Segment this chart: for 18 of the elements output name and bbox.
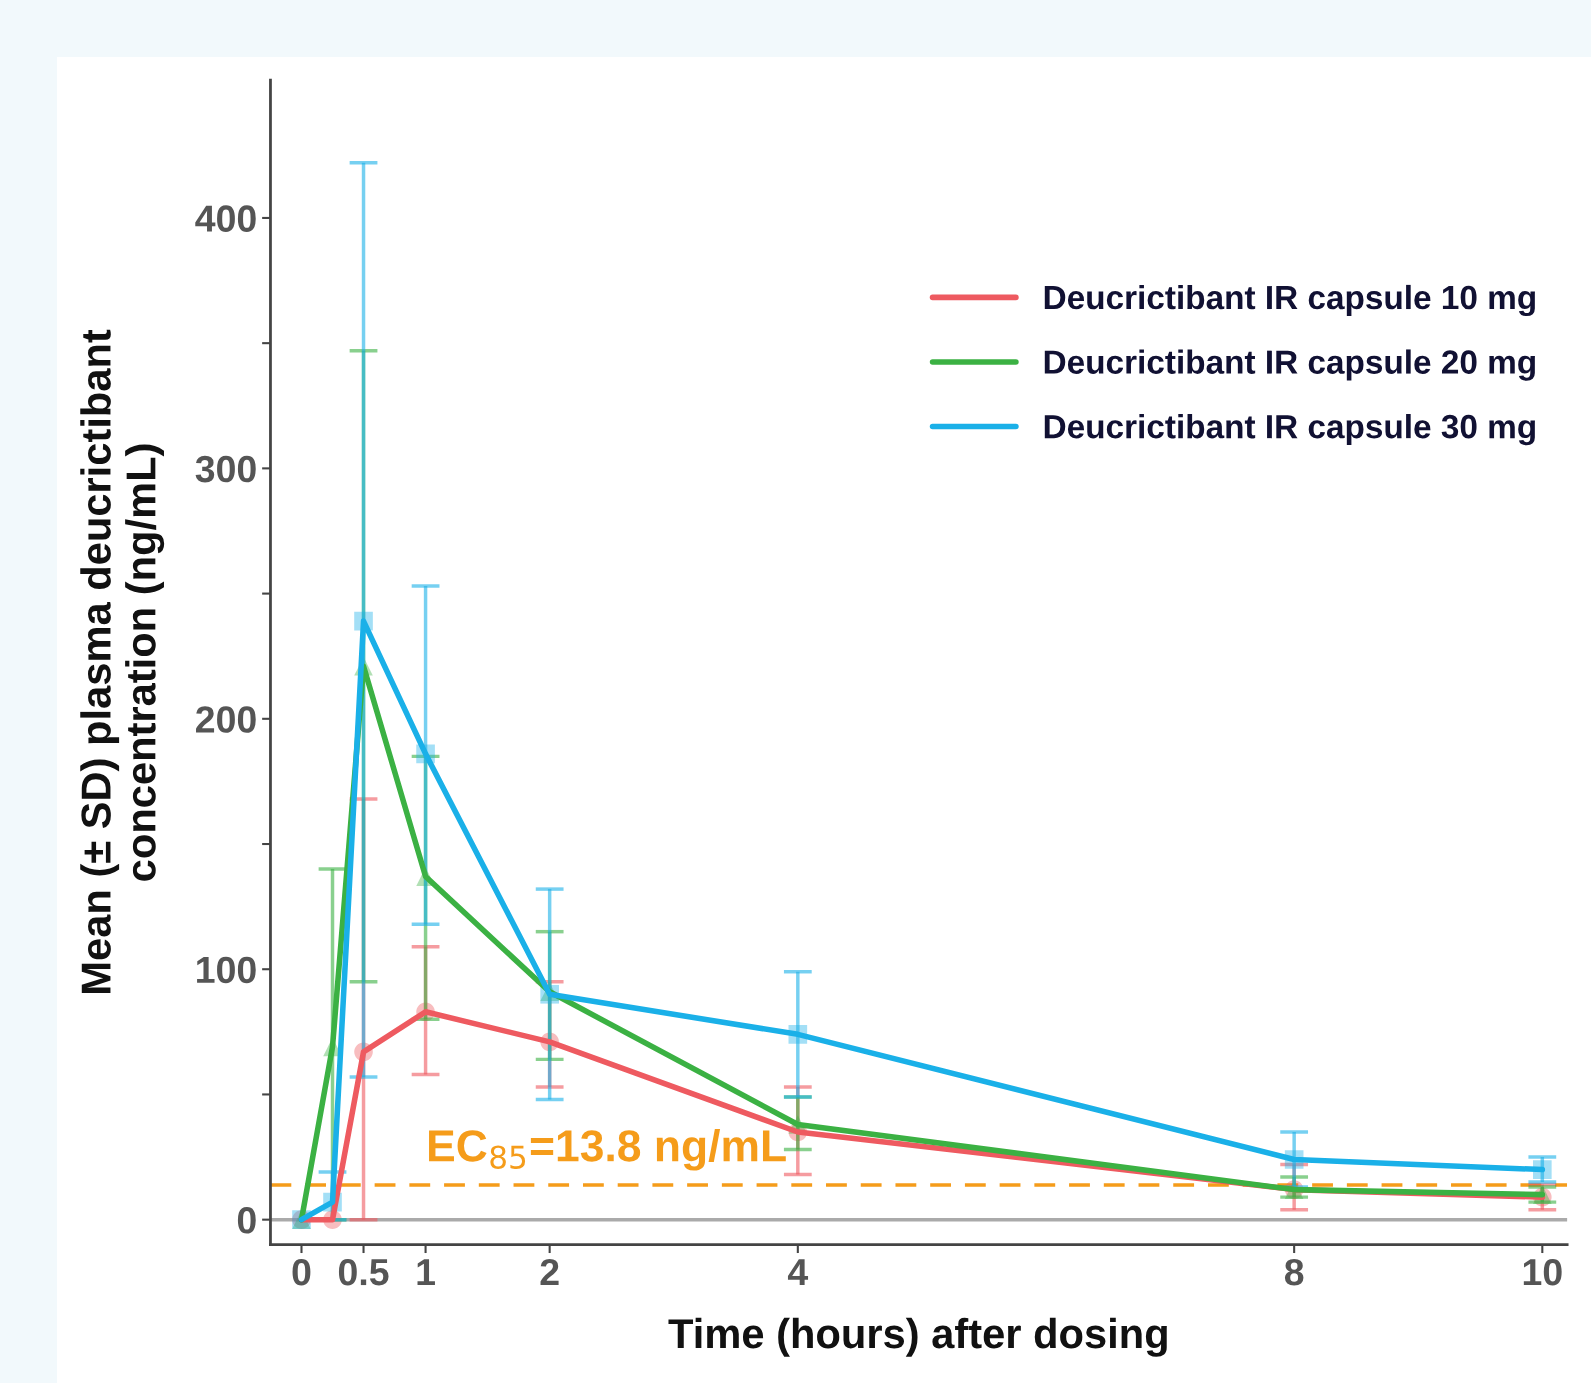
ref-line-label: EC$_{85}$=13.8 ng/mL [429, 1128, 786, 1171]
x-tick-label: 2 [540, 1258, 559, 1286]
legend-label: Deucrictibant IR capsule 30 mg [1044, 413, 1535, 446]
x-tick-label: 0.5 [338, 1258, 389, 1286]
x-tick-label: 10 [1523, 1258, 1562, 1286]
y-tick-label: 100 [197, 956, 256, 984]
x-tick-label: 1 [417, 1259, 435, 1286]
y-tick-label: 0 [237, 1207, 256, 1234]
x-tick-label: 8 [1284, 1258, 1304, 1286]
legend-label: Deucrictibant IR capsule 10 mg [1044, 284, 1535, 317]
x-axis-title: Time (hours) after dosing [668, 1317, 1167, 1357]
y-axis-title: Mean (± SD) plasma deucrictibant concentration (ng/mL) [80, 329, 165, 993]
x-tick-label: 4 [787, 1259, 809, 1286]
y-tick-label: 200 [196, 706, 256, 733]
y-tick-label: 400 [195, 205, 256, 232]
y-tick-label: 300 [195, 455, 256, 483]
legend-label: Deucrictibant IR capsule 20 mg [1044, 349, 1535, 381]
x-tick-label: 0 [292, 1258, 311, 1286]
